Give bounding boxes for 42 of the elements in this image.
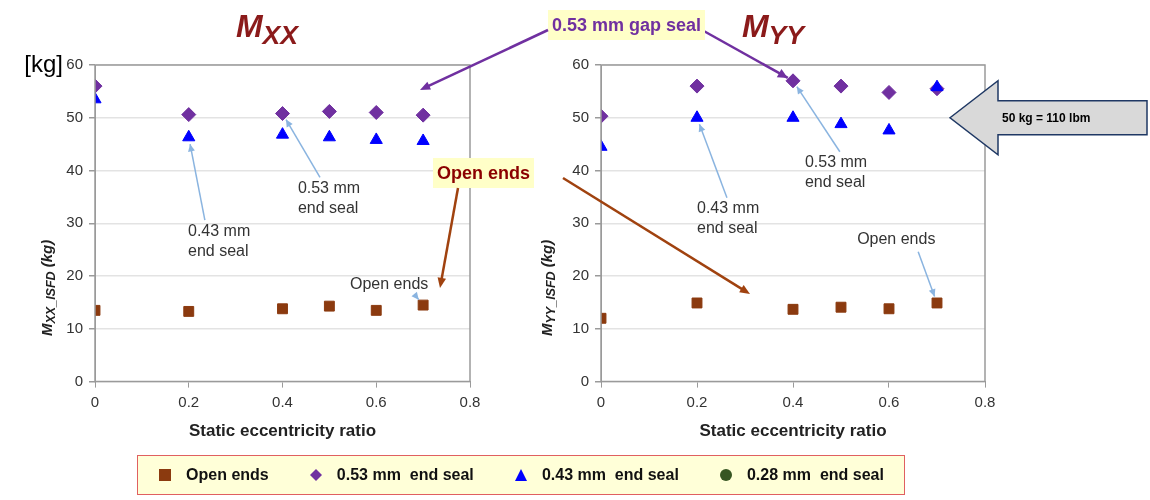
annotation: 0.43 mm end seal [188, 221, 251, 259]
y-tick-label: 10 [572, 318, 589, 336]
y-tick-label: 20 [572, 266, 589, 284]
x-tick-label: 0.2 [686, 392, 708, 410]
annotation: Open ends [350, 274, 429, 292]
legend-label: 0.28 mm end seal [746, 466, 884, 484]
x-tick-label: 0.6 [365, 392, 387, 410]
legend-label: 0.43 mm end seal [541, 466, 679, 484]
legend-label: 0.53 mm end seal [336, 466, 474, 484]
x-tick-label: 0.8 [459, 392, 481, 410]
x-tick-label: 0.8 [974, 392, 996, 410]
annotation: 0.53 mm end seal [297, 178, 361, 216]
x-axis-title: Static eccentricity ratio [699, 421, 887, 441]
y-tick-label: 60 [66, 55, 83, 73]
annotation: Open ends [857, 229, 936, 247]
legend-label: Open ends [186, 466, 269, 484]
y-tick-label: 30 [66, 213, 83, 231]
y-tick-label: 40 [66, 160, 83, 178]
x-tick-label: 0 [596, 392, 606, 410]
chart-title: M$_{XX}$ [234, 8, 300, 52]
text: 50 kg = 110 lbm [1002, 111, 1091, 126]
x-tick-label: 0.6 [878, 392, 900, 410]
annotation: 0.53 mm gap seal [548, 10, 706, 40]
y-tick-label: 10 [66, 318, 83, 336]
annotation: 0.53 mm end seal [804, 153, 868, 191]
text: [kg] [24, 49, 63, 77]
x-axis-title: Static eccentricity ratio [188, 421, 377, 441]
x-tick-label: 0.4 [782, 392, 804, 410]
y-tick-label: 20 [66, 266, 83, 284]
y-tick-label: 60 [572, 55, 589, 73]
y-tick-label: 30 [572, 213, 589, 231]
chart-title: M$_{YY}$ [741, 8, 805, 51]
x-tick-label: 0.4 [272, 392, 293, 410]
y-tick-label: 40 [572, 160, 589, 178]
x-tick-label: 0.2 [178, 392, 200, 410]
x-tick-label: 0 [90, 392, 100, 410]
y-tick-label: 0 [74, 371, 83, 389]
y-tick-label: 50 [66, 107, 83, 125]
annotation: 0.43 mm end seal [697, 199, 760, 237]
y-tick-label: 50 [572, 107, 589, 125]
y-tick-label: 0 [580, 371, 589, 389]
annotation: Open ends [433, 158, 535, 188]
